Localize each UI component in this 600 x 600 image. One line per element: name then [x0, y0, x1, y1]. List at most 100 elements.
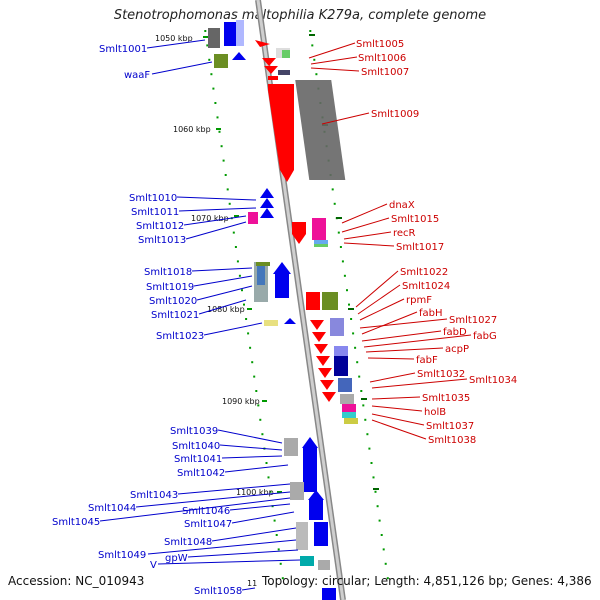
gene-label-right[interactable]: fabH	[419, 308, 443, 319]
gene-arrow[interactable]	[264, 66, 278, 74]
gene-box[interactable]	[248, 212, 258, 224]
gene-box[interactable]	[309, 500, 323, 520]
gene-box[interactable]	[314, 240, 328, 244]
gene-box[interactable]	[318, 560, 330, 570]
gene-label-right[interactable]: Smlt1038	[428, 435, 476, 446]
gene-label-right[interactable]: fabG	[473, 331, 497, 342]
gene-box[interactable]	[236, 20, 244, 46]
gene-label-right[interactable]: dnaX	[389, 200, 415, 211]
gene-box[interactable]	[278, 70, 290, 75]
gene-label-left[interactable]: Smlt1001	[99, 44, 147, 55]
gene-label-left[interactable]: Smlt1021	[151, 310, 199, 321]
gene-box[interactable]	[322, 292, 338, 310]
gene-box[interactable]	[342, 404, 356, 412]
gene-label-right[interactable]: Smlt1035	[422, 393, 470, 404]
gene-arrow[interactable]	[292, 222, 306, 244]
gene-label-left[interactable]: Smlt1046	[182, 506, 230, 517]
gene-box[interactable]	[256, 262, 270, 266]
gene-box[interactable]	[268, 76, 278, 80]
gene-label-left[interactable]: Smlt1012	[136, 221, 184, 232]
gene-label-right[interactable]: fabD	[443, 327, 467, 338]
gene-label-right[interactable]: Smlt1007	[361, 67, 409, 78]
gene-label-right[interactable]: Smlt1015	[391, 214, 439, 225]
gene-label-left[interactable]: Smlt1039	[170, 426, 218, 437]
gene-label-right[interactable]: Smlt1037	[426, 421, 474, 432]
gene-box[interactable]	[338, 378, 352, 392]
gene-label-left[interactable]: Smlt1043	[130, 490, 178, 501]
gene-arrow[interactable]	[260, 198, 274, 208]
gene-label-right[interactable]: recR	[393, 228, 416, 239]
gene-arrow[interactable]	[232, 52, 246, 60]
gene-box[interactable]	[342, 412, 356, 418]
gene-label-left[interactable]: Smlt1045	[52, 517, 100, 528]
gene-label-right[interactable]: rpmF	[406, 295, 432, 306]
gene-box[interactable]	[306, 292, 320, 310]
gene-label-right[interactable]: Smlt1034	[469, 375, 517, 386]
gene-arrow[interactable]	[310, 320, 324, 330]
gene-label-right[interactable]: Smlt1022	[400, 267, 448, 278]
gene-label-left[interactable]: Smlt1042	[177, 468, 225, 479]
gene-label-right[interactable]: fabF	[416, 355, 438, 366]
gene-arrow[interactable]	[312, 332, 326, 342]
gene-label-left[interactable]: Smlt1041	[174, 454, 222, 465]
gene-box[interactable]	[314, 522, 328, 546]
gene-box[interactable]	[334, 346, 348, 356]
gene-label-left[interactable]: Smlt1047	[184, 519, 232, 530]
gene-label-left[interactable]: Smlt1049	[98, 550, 146, 561]
gene-arrow[interactable]	[314, 344, 328, 354]
gene-label-left[interactable]: Smlt1010	[129, 193, 177, 204]
gene-arrow[interactable]	[284, 318, 296, 324]
gene-arrow[interactable]	[260, 188, 274, 198]
gene-label-left[interactable]: Smlt1011	[131, 207, 179, 218]
gene-label-right[interactable]: Smlt1009	[371, 109, 419, 120]
gene-box[interactable]	[312, 218, 326, 240]
gene-box[interactable]	[303, 448, 317, 492]
gene-box[interactable]	[290, 482, 304, 500]
gene-box[interactable]	[295, 80, 346, 180]
gene-box[interactable]	[330, 318, 344, 336]
gene-box[interactable]	[224, 22, 238, 46]
gene-arrow[interactable]	[318, 368, 332, 378]
gene-label-right[interactable]: Smlt1032	[417, 369, 465, 380]
gene-label-left[interactable]: V	[150, 560, 157, 571]
gene-arrow[interactable]	[320, 380, 334, 390]
gene-arrow[interactable]	[260, 208, 274, 218]
gene-arrow[interactable]	[255, 40, 270, 47]
gene-label-left[interactable]: Smlt1058	[194, 586, 242, 597]
gene-arrow[interactable]	[273, 262, 291, 274]
gene-label-left[interactable]: Smlt1020	[149, 296, 197, 307]
gene-label-right[interactable]: acpP	[445, 344, 469, 355]
gene-label-left[interactable]: gpW	[165, 553, 188, 564]
gene-box[interactable]	[264, 320, 278, 326]
gene-box[interactable]	[322, 588, 336, 600]
gene-box[interactable]	[314, 244, 328, 247]
gene-box[interactable]	[284, 438, 298, 456]
gene-box[interactable]	[282, 50, 290, 58]
gene-box[interactable]	[275, 274, 289, 298]
gene-label-right[interactable]: Smlt1024	[402, 281, 450, 292]
gene-arrow[interactable]	[316, 356, 330, 366]
gene-label-left[interactable]: Smlt1019	[146, 282, 194, 293]
gene-label-left[interactable]: Smlt1013	[138, 235, 186, 246]
gene-label-left[interactable]: Smlt1040	[172, 441, 220, 452]
gene-box[interactable]	[208, 28, 220, 48]
gene-arrow[interactable]	[262, 58, 276, 66]
gene-box[interactable]	[257, 265, 265, 285]
gene-box[interactable]	[300, 556, 314, 566]
gene-label-left[interactable]: Smlt1018	[144, 267, 192, 278]
gene-arrow[interactable]	[302, 437, 318, 448]
gene-label-left[interactable]: Smlt1023	[156, 331, 204, 342]
gene-label-left[interactable]: waaF	[124, 70, 150, 81]
gene-label-left[interactable]: Smlt1048	[164, 537, 212, 548]
gene-box[interactable]	[214, 54, 228, 68]
gene-arrow[interactable]	[322, 392, 336, 402]
gene-label-right[interactable]: Smlt1027	[449, 315, 497, 326]
gene-label-right[interactable]: Smlt1005	[356, 39, 404, 50]
gene-box[interactable]	[296, 522, 308, 550]
gene-label-right[interactable]: Smlt1006	[358, 53, 406, 64]
gene-label-right[interactable]: Smlt1017	[396, 242, 444, 253]
gene-label-right[interactable]: holB	[424, 407, 446, 418]
gene-arrow[interactable]	[268, 84, 294, 182]
gene-box[interactable]	[340, 394, 354, 404]
